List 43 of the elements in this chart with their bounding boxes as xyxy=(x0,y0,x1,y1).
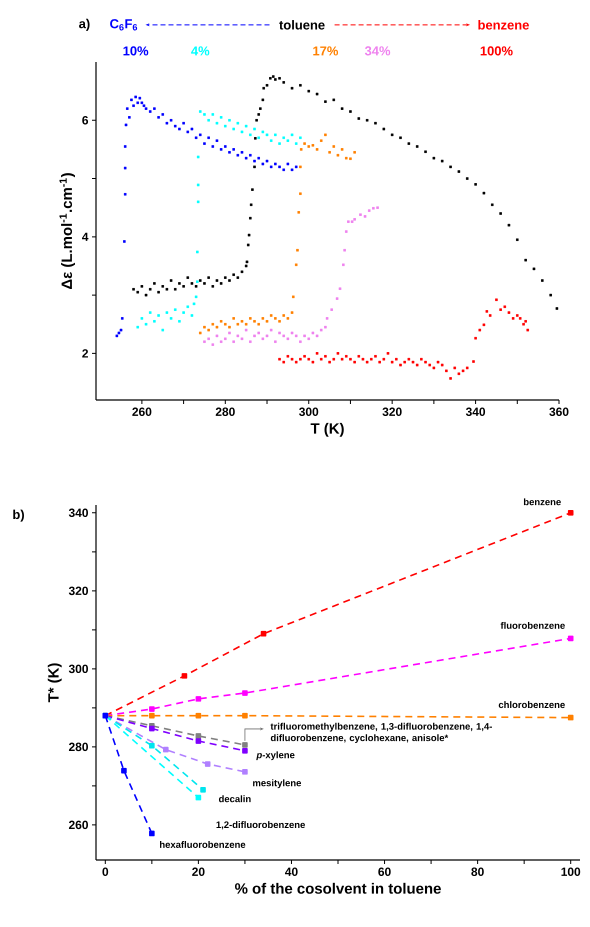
y-tick-label: 340 xyxy=(68,508,88,518)
text: C$_{6}$F$_{6}$ xyxy=(110,19,138,30)
x-tick-label: 280 xyxy=(216,408,235,416)
y-tick-label: 280 xyxy=(68,742,88,752)
y-axis-title: T* (K) xyxy=(48,663,62,702)
y-tick-label: 4 xyxy=(82,232,88,241)
x-tick-label: 60 xyxy=(378,868,391,876)
x-tick-label: 0 xyxy=(102,868,108,876)
text: trifluoromethylbenzene, 1,3-difluorobenzene, 1,4-difluorobenzene, cyclohexane, anisole* xyxy=(270,722,492,744)
x-tick-label: 320 xyxy=(382,408,402,416)
series-label: benzene xyxy=(524,498,561,506)
text: benzene xyxy=(478,20,529,30)
x-tick-label: 20 xyxy=(192,868,205,876)
text: 1,2-difluorobenzene xyxy=(216,821,305,830)
series-label: fluorobenzene xyxy=(500,622,565,629)
text: 10% xyxy=(123,46,148,56)
y-tick-label: 6 xyxy=(82,116,88,124)
y-tick-label: 2 xyxy=(82,349,88,358)
x-axis-title: % of the cosolvent in toluene xyxy=(235,882,441,894)
chart-title: b) xyxy=(13,510,24,522)
x-tick-label: 340 xyxy=(466,408,486,416)
y-tick-label: 260 xyxy=(68,820,88,830)
series-label: hexafluorobenzene xyxy=(160,840,246,848)
text: toluene xyxy=(279,20,325,30)
y-tick-label: 300 xyxy=(68,664,88,674)
text: 17% xyxy=(313,46,338,56)
x-tick-label: 100 xyxy=(561,868,580,876)
chart-title: a) xyxy=(79,18,90,31)
x-tick-label: 360 xyxy=(549,408,568,416)
text: 4% xyxy=(191,46,210,56)
series-label: decalin xyxy=(218,795,251,802)
series-label: p-xylene xyxy=(256,751,295,760)
x-tick-label: 80 xyxy=(471,868,484,876)
y-axis-title: Δε (L.mol$^{-1}$.cm$^{-1}$) xyxy=(59,173,75,289)
x-axis-title: T (K) xyxy=(310,422,344,437)
text: 100% xyxy=(480,46,513,56)
x-tick-label: 260 xyxy=(132,408,152,416)
x-tick-label: 300 xyxy=(299,408,318,416)
x-tick-label: 40 xyxy=(285,868,298,876)
text: 34% xyxy=(364,46,390,56)
series-label: mesitylene xyxy=(253,779,302,788)
series-label: chlorobenzene xyxy=(498,701,565,708)
y-tick-label: 320 xyxy=(68,586,88,596)
